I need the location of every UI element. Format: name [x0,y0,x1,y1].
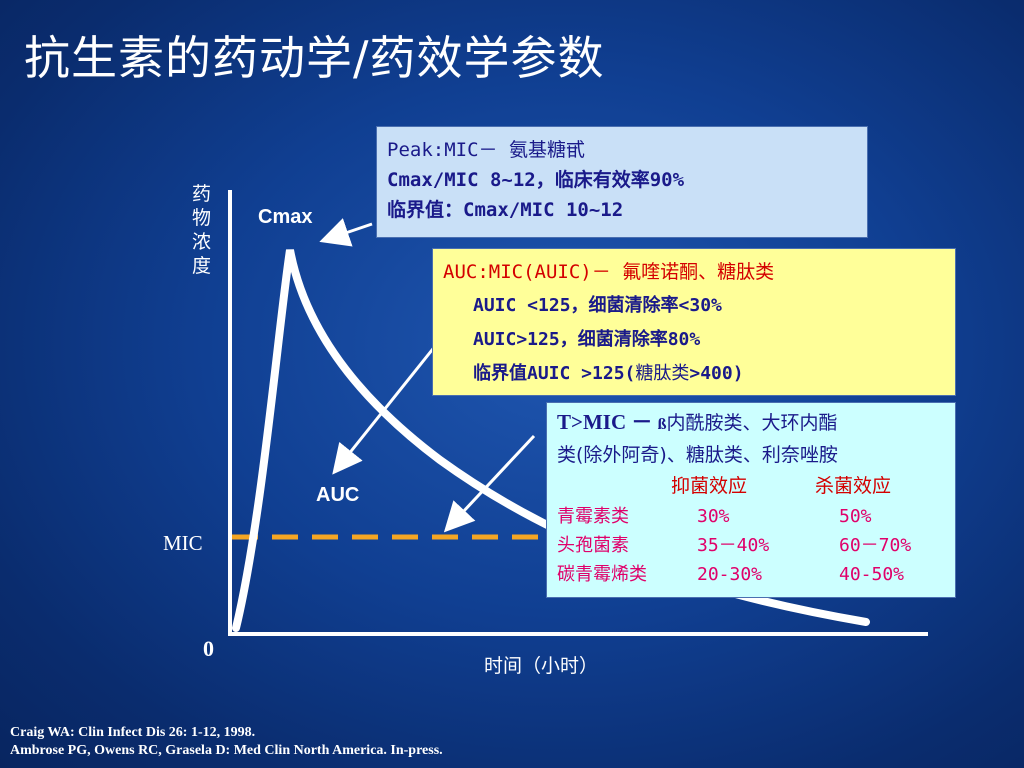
t-mic-prefix: T>MIC － [557,410,658,434]
beta-symbol: ß [657,416,667,433]
t-mic-table-header: 抑菌效应 杀菌效应 [557,471,945,502]
origin-label: 0 [203,636,214,661]
t-mic-box: T>MIC － ß内酰胺类、大环内酯 类(除外阿奇)、糖肽类、利奈唑胺 抑菌效应… [546,402,956,598]
header-bactericidal: 杀菌效应 [815,475,892,497]
peak-mic-box: Peak:MIC－ 氨基糖甙 Cmax/MIC 8~12，临床有效率90% 临界… [376,126,868,238]
auic-low-line: AUIC <125，细菌清除率<30% [473,295,722,316]
cmax-arrow [319,218,373,247]
auic-threshold-suffix: >400) [689,363,744,384]
drug-name: 碳青霉烯类 [557,564,647,585]
auic-high-line: AUIC>125，细菌清除率80% [473,329,701,350]
bacteriostatic-value: 35－40% [697,535,770,556]
t-mic-drug-classes-cont: 类(除外阿奇)、糖肽类、利奈唑胺 [557,444,838,466]
cmax-mic-threshold-line: 临界值：Cmax/MIC 10~12 [387,199,624,221]
t-mic-line: T>MIC － ß内酰胺类、大环内酯 [557,407,945,440]
bacteriostatic-value: 30% [697,506,730,527]
auc-arrow [332,339,442,475]
auic-threshold-line: 临界值AUIC >125(糖肽类>400) [443,357,945,391]
auc-mic-box: AUC:MIC(AUIC)－ 氟喹诺酮、糖肽类 AUIC <125，细菌清除率<… [432,248,956,396]
table-row: 碳青霉烯类 20-30% 40-50% [557,560,945,589]
bactericidal-value: 50% [839,506,872,527]
x-axis-label: 时间（小时） [484,655,599,677]
cmax-mic-efficacy-line: Cmax/MIC 8~12，临床有效率90% [387,169,685,191]
citation-craig: Craig WA: Clin Infect Dis 26: 1-12, 1998… [10,725,256,740]
peak-mic-line: Peak:MIC－ 氨基糖甙 [387,139,585,161]
table-row: 头孢菌素 35－40% 60－70% [557,531,945,560]
t-mic-drug-classes: 内酰胺类、大环内酯 [666,412,838,434]
bactericidal-value: 40-50% [839,564,905,585]
bactericidal-value: 60－70% [839,535,912,556]
auic-threshold-glycopeptide: 糖肽类 [635,363,690,384]
slide-title: 抗生素的药动学/药效学参数 [24,31,605,85]
table-row: 青霉素类 30% 50% [557,502,945,531]
drug-name: 头孢菌素 [557,535,629,556]
header-bacteriostatic: 抑菌效应 [671,475,748,497]
auc-label: AUC [316,484,360,506]
auic-threshold-prefix: 临界值AUIC >125( [473,363,636,384]
auc-mic-line: AUC:MIC(AUIC)－ 氟喹诺酮、糖肽类 [443,261,775,283]
cmax-label: Cmax [258,206,313,228]
citation-ambrose: Ambrose PG, Owens RC, Grasela D: Med Cli… [10,743,443,758]
drug-name: 青霉素类 [557,506,629,527]
bacteriostatic-value: 20-30% [697,564,763,585]
mic-label: MIC [163,531,203,555]
y-axis-label: 药物浓度 [192,183,212,277]
tmic-arrow [443,434,536,533]
